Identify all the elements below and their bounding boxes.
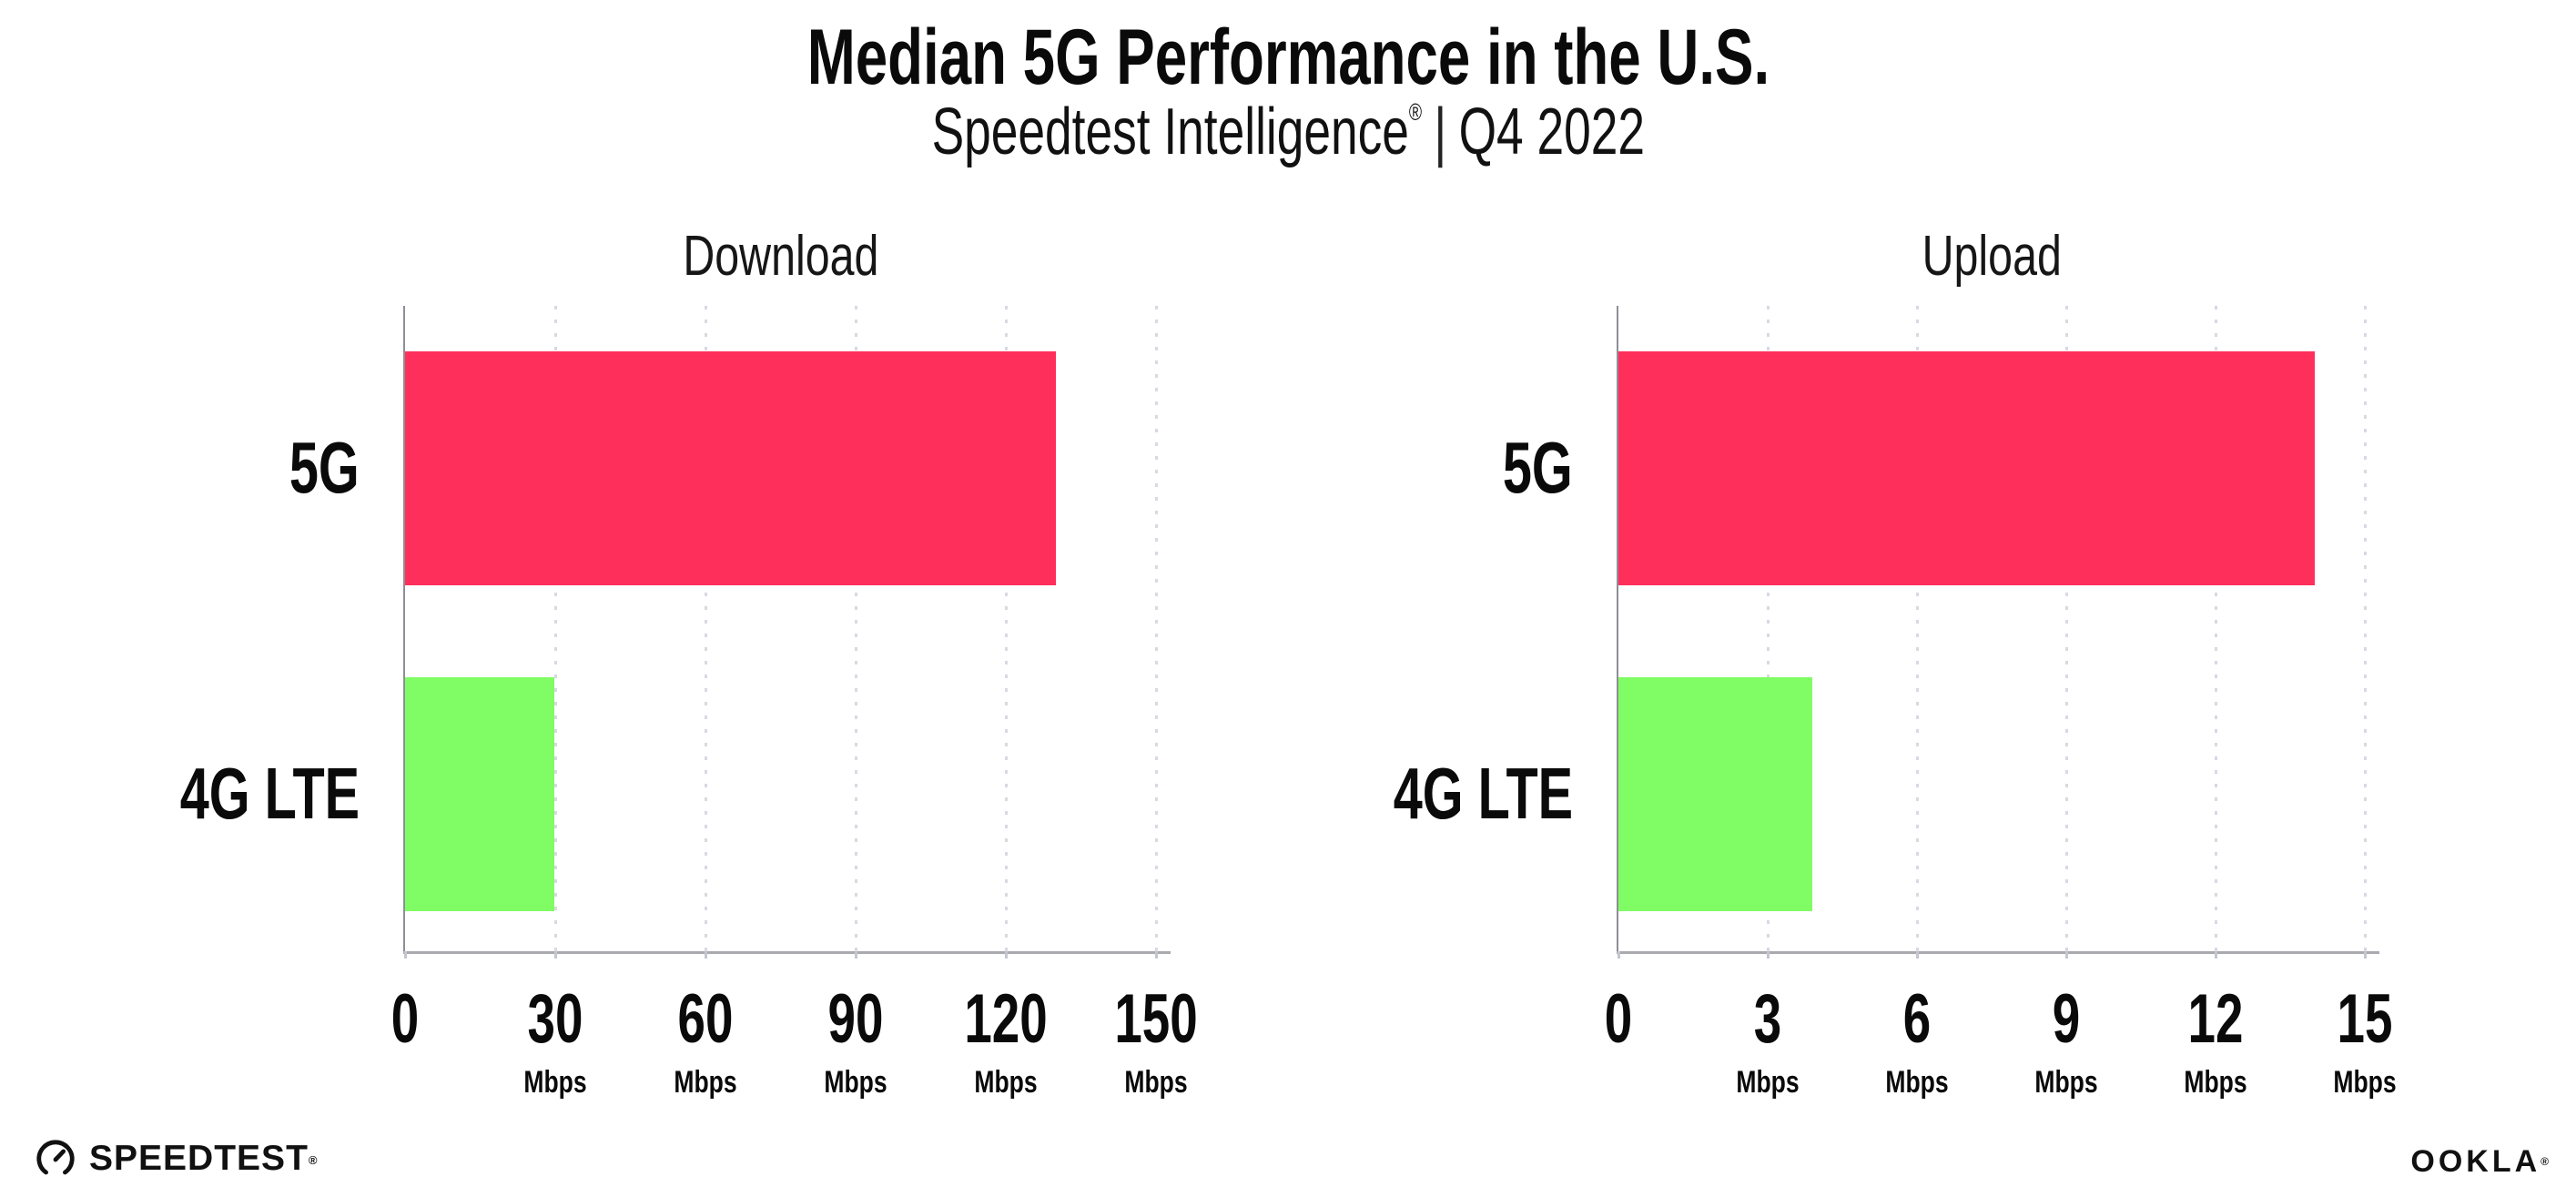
ookla-wordmark: OOKLA [2410, 1144, 2541, 1179]
category-label-5g: 5G [289, 427, 360, 508]
speedtest-logo: SPEEDTEST® [35, 1138, 318, 1180]
y-axis [403, 306, 405, 951]
category-label-4g-lte: 4G LTE [1393, 753, 1573, 834]
axis-tick-mark [1618, 951, 1620, 959]
registered-trademark-icon: ® [2541, 1155, 2549, 1168]
bar-5g [405, 351, 1056, 585]
x-tick-unit-label: Mbps [1885, 1065, 1949, 1100]
category-label-4g-lte: 4G LTE [179, 753, 360, 834]
x-tick-unit-label: Mbps [1736, 1065, 1800, 1100]
x-tick-unit-label: Mbps [2034, 1065, 2098, 1100]
axis-tick-mark [1767, 951, 1770, 959]
x-tick-6: 6 Mbps [1877, 980, 1958, 1100]
gridline [705, 306, 707, 951]
x-tick-label: 15 [2337, 980, 2393, 1058]
download-x-tick-row: 0 30 Mbps 60 Mbps 90 Mbps 120 Mbps 150 Mbps [391, 980, 1198, 1121]
gridline [1767, 306, 1770, 951]
gridline [554, 306, 557, 951]
bar-5g [1618, 351, 2316, 585]
gridline [1005, 306, 1008, 951]
x-tick-label: 12 [2187, 980, 2244, 1058]
x-tick-unit-label: Mbps [2184, 1065, 2247, 1100]
upload-x-tick-row: 0 3 Mbps 6 Mbps 9 Mbps 12 Mbps 15 Mbps [1605, 980, 2397, 1121]
x-tick-30: 30 Mbps [515, 980, 596, 1100]
x-tick-label: 0 [390, 980, 420, 1058]
page-title: Median 5G Performance in the U.S. [806, 14, 1770, 101]
ookla-logo: OOKLA® [2410, 1143, 2549, 1180]
axis-tick-mark [855, 951, 857, 959]
x-tick-label: 6 [1902, 980, 1932, 1058]
x-tick-label: 30 [527, 980, 583, 1058]
axis-tick-mark [1155, 951, 1158, 959]
bar-4g-lte [1618, 677, 1813, 911]
gridline [855, 306, 857, 951]
x-tick-label: 9 [2052, 980, 2081, 1058]
x-tick-0: 0 [1599, 985, 1638, 1054]
chart-title-download: Download [682, 225, 879, 288]
registered-trademark-icon: ® [1408, 98, 1422, 126]
download-plot-area [403, 306, 1171, 959]
subtitle-period: Q4 2022 [1458, 96, 1645, 168]
x-tick-9: 9 Mbps [2026, 980, 2107, 1100]
gridline [1916, 306, 1919, 951]
x-tick-0: 0 [386, 985, 424, 1054]
axis-tick-mark [554, 951, 557, 959]
x-tick-label: 120 [964, 980, 1048, 1058]
gridline [2065, 306, 2068, 951]
x-tick-label: 60 [677, 980, 734, 1058]
speedtest-wordmark: SPEEDTEST® [89, 1139, 319, 1178]
x-axis [1617, 951, 2379, 954]
x-tick-label: 3 [1753, 980, 1782, 1058]
subtitle: Speedtest Intelligence® | Q4 2022 [0, 95, 2576, 169]
x-tick-label: 0 [1604, 980, 1633, 1058]
x-tick-12: 12 Mbps [2175, 980, 2257, 1100]
x-tick-label: 90 [827, 980, 884, 1058]
chart-title-upload: Upload [1922, 225, 2062, 288]
x-tick-unit-label: Mbps [674, 1065, 737, 1100]
axis-tick-mark [2215, 951, 2217, 959]
x-tick-90: 90 Mbps [816, 980, 897, 1100]
axis-tick-mark [404, 951, 407, 959]
gridline [1155, 306, 1158, 951]
category-label-5g: 5G [1503, 427, 1573, 508]
x-tick-unit-label: Mbps [974, 1065, 1038, 1100]
speedtest-gauge-icon [35, 1138, 76, 1180]
subtitle-brand: Speedtest Intelligence [931, 96, 1409, 168]
x-tick-150: 150 Mbps [1099, 980, 1214, 1100]
axis-tick-mark [705, 951, 707, 959]
x-tick-15: 15 Mbps [2325, 980, 2406, 1100]
axis-tick-mark [2065, 951, 2068, 959]
x-tick-60: 60 Mbps [665, 980, 746, 1100]
y-axis [1617, 306, 1618, 951]
upload-plot-area [1617, 306, 2379, 959]
x-tick-unit-label: Mbps [2333, 1065, 2397, 1100]
x-tick-unit-label: Mbps [824, 1065, 887, 1100]
subtitle-separator: | [1434, 96, 1446, 168]
x-tick-label: 150 [1114, 980, 1198, 1058]
gridline [2364, 306, 2367, 951]
axis-tick-mark [1916, 951, 1919, 959]
registered-trademark-icon: ® [308, 1153, 319, 1167]
axis-tick-mark [2364, 951, 2367, 959]
x-axis [403, 951, 1171, 954]
x-tick-120: 120 Mbps [948, 980, 1064, 1100]
x-tick-unit-label: Mbps [1124, 1065, 1188, 1100]
x-tick-3: 3 Mbps [1728, 980, 1809, 1100]
gridline [2215, 306, 2217, 951]
bar-4g-lte [405, 677, 554, 911]
axis-tick-mark [1005, 951, 1008, 959]
x-tick-unit-label: Mbps [523, 1065, 587, 1100]
